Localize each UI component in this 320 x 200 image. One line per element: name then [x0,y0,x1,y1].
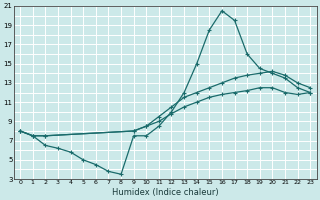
X-axis label: Humidex (Indice chaleur): Humidex (Indice chaleur) [112,188,219,197]
